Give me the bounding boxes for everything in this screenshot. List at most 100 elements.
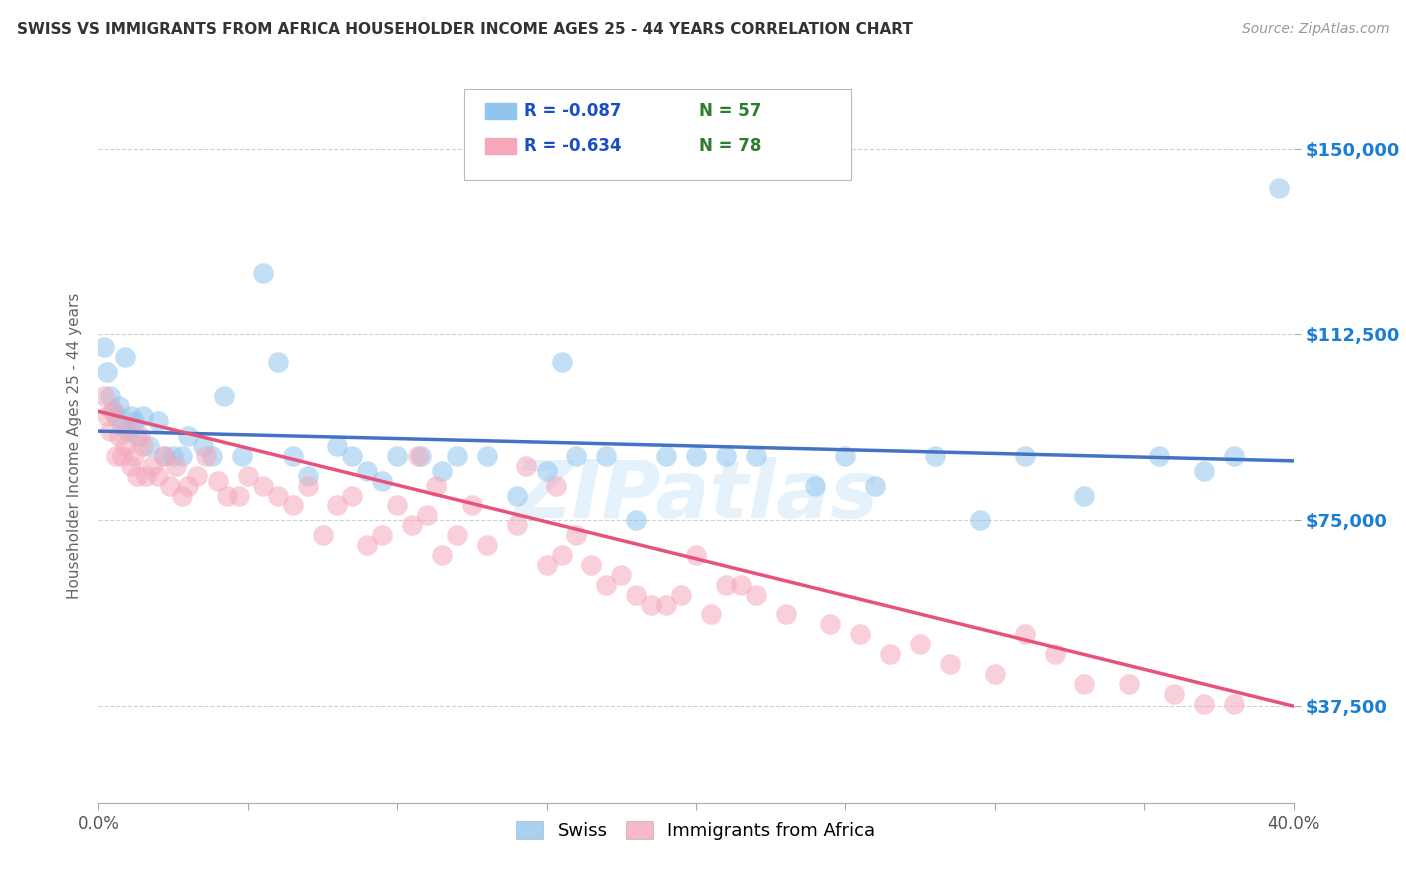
Point bbox=[201, 449, 224, 463]
Point bbox=[536, 464, 558, 478]
Point bbox=[172, 449, 194, 463]
Point bbox=[1118, 677, 1140, 691]
Point bbox=[311, 528, 333, 542]
Point bbox=[536, 558, 558, 572]
Point bbox=[252, 478, 274, 492]
Point bbox=[595, 578, 617, 592]
Point bbox=[162, 449, 184, 463]
Point bbox=[124, 414, 146, 428]
Point bbox=[446, 528, 468, 542]
Point bbox=[111, 449, 134, 463]
Point bbox=[385, 499, 409, 513]
Point bbox=[98, 424, 122, 438]
Point bbox=[804, 478, 827, 492]
Point bbox=[117, 419, 139, 434]
Point bbox=[411, 449, 433, 463]
Point bbox=[406, 449, 429, 463]
Point bbox=[430, 464, 453, 478]
Point bbox=[401, 518, 423, 533]
Point bbox=[425, 478, 447, 492]
Point bbox=[267, 489, 290, 503]
Point bbox=[207, 474, 229, 488]
Point bbox=[879, 647, 901, 661]
Point bbox=[159, 478, 181, 492]
Point bbox=[252, 266, 274, 280]
Point bbox=[120, 458, 142, 473]
Point bbox=[655, 449, 678, 463]
Point bbox=[908, 637, 931, 651]
Point bbox=[342, 449, 364, 463]
Point bbox=[834, 449, 856, 463]
Point bbox=[714, 449, 737, 463]
Point bbox=[132, 409, 155, 424]
Point bbox=[236, 468, 259, 483]
Point bbox=[669, 588, 692, 602]
Point bbox=[626, 588, 648, 602]
Point bbox=[96, 365, 118, 379]
Point bbox=[132, 439, 155, 453]
Point bbox=[430, 548, 453, 562]
Point bbox=[1014, 627, 1036, 641]
Point bbox=[135, 468, 157, 483]
Point bbox=[1267, 181, 1289, 195]
Point bbox=[191, 439, 214, 453]
Point bbox=[195, 449, 218, 463]
Point bbox=[108, 400, 131, 414]
Point bbox=[610, 567, 633, 582]
Point bbox=[177, 429, 200, 443]
Point bbox=[544, 478, 567, 492]
Point bbox=[108, 429, 131, 443]
Point bbox=[93, 389, 115, 403]
Point bbox=[93, 340, 115, 354]
Point bbox=[1043, 647, 1066, 661]
Point bbox=[1163, 687, 1185, 701]
Point bbox=[506, 489, 529, 503]
Point bbox=[820, 617, 842, 632]
Point bbox=[281, 449, 304, 463]
Point bbox=[172, 489, 194, 503]
Point bbox=[103, 404, 125, 418]
Point bbox=[969, 513, 991, 527]
Point bbox=[446, 449, 468, 463]
Point bbox=[1073, 677, 1095, 691]
Point bbox=[103, 404, 125, 418]
Point bbox=[120, 409, 142, 424]
Text: N = 78: N = 78 bbox=[699, 137, 761, 155]
Point bbox=[124, 449, 146, 463]
Point bbox=[127, 429, 149, 443]
Point bbox=[212, 389, 235, 403]
Point bbox=[1014, 449, 1036, 463]
Point bbox=[228, 489, 250, 503]
Point bbox=[745, 588, 768, 602]
Point bbox=[356, 464, 378, 478]
Point bbox=[865, 478, 887, 492]
Point bbox=[700, 607, 723, 622]
Point bbox=[342, 489, 364, 503]
Point bbox=[231, 449, 253, 463]
Point bbox=[385, 449, 409, 463]
Point bbox=[745, 449, 768, 463]
Point bbox=[371, 528, 394, 542]
Point bbox=[506, 518, 529, 533]
Point bbox=[685, 548, 707, 562]
Point bbox=[326, 499, 349, 513]
Text: R = -0.087: R = -0.087 bbox=[524, 102, 621, 120]
Point bbox=[114, 439, 136, 453]
Point bbox=[1192, 697, 1215, 711]
Point bbox=[267, 355, 290, 369]
Text: SWISS VS IMMIGRANTS FROM AFRICA HOUSEHOLDER INCOME AGES 25 - 44 YEARS CORRELATIO: SWISS VS IMMIGRANTS FROM AFRICA HOUSEHOL… bbox=[17, 22, 912, 37]
Point bbox=[730, 578, 752, 592]
Text: Source: ZipAtlas.com: Source: ZipAtlas.com bbox=[1241, 22, 1389, 37]
Point bbox=[105, 409, 128, 424]
Point bbox=[186, 468, 208, 483]
Point bbox=[105, 449, 128, 463]
Point bbox=[129, 429, 152, 443]
Point bbox=[297, 478, 319, 492]
Point bbox=[640, 598, 662, 612]
Point bbox=[655, 598, 678, 612]
Point bbox=[153, 449, 176, 463]
Point bbox=[1223, 449, 1246, 463]
Point bbox=[153, 449, 176, 463]
Point bbox=[849, 627, 872, 641]
Point bbox=[111, 419, 134, 434]
